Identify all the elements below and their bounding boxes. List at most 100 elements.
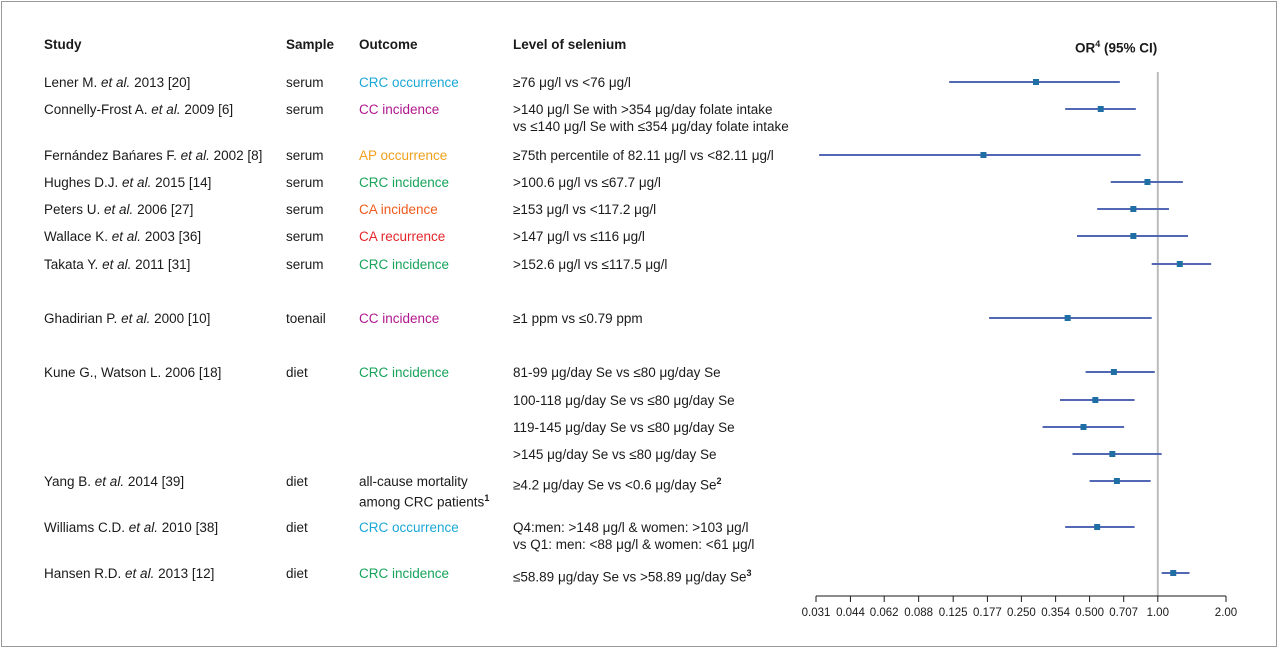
- study-etal: et al.: [104, 202, 134, 217]
- outcome: CRC incidence: [359, 364, 449, 381]
- sample-type: serum: [286, 102, 324, 117]
- study-etal: et al.: [111, 229, 142, 244]
- study-name: Ghadirian P. et al. 2000 [10]: [44, 310, 210, 327]
- level-text: >140 μg/l Se with >354 μg/day folate int…: [513, 102, 773, 117]
- odds-ratio-point: [1130, 233, 1137, 239]
- outcome-text: all-cause mortality: [359, 474, 468, 489]
- x-tick-label: 0.500: [1075, 607, 1104, 619]
- odds-ratio-point: [1130, 206, 1137, 212]
- or-superscript: 4: [1095, 39, 1101, 49]
- outcome: CA recurrence: [359, 228, 445, 245]
- x-tick-label: 0.031: [802, 607, 831, 619]
- sample-type: serum: [286, 202, 324, 217]
- level-text: >152.6 μg/l vs ≤117.5 μg/l: [513, 257, 668, 272]
- level-text: ≥4.2 μg/day Se vs <0.6 μg/day Se: [513, 477, 717, 493]
- outcome: CC incidence: [359, 101, 439, 118]
- study-name: Connelly-Frost A. et al. 2009 [6]: [44, 101, 233, 118]
- level-text: >147 μg/l vs ≤116 μg/l: [513, 229, 645, 244]
- study-name: Takata Y. et al. 2011 [31]: [44, 256, 190, 273]
- level-text: 100-118 μg/day Se vs ≤80 μg/day Se: [513, 393, 735, 408]
- x-tick-label: 1.00: [1147, 607, 1169, 619]
- level-text: >145 μg/day Se vs ≤80 μg/day Se: [513, 447, 717, 462]
- study-name: Hughes D.J. et al. 2015 [14]: [44, 174, 211, 191]
- study-year-ref: 2014 [39]: [124, 474, 185, 489]
- study-name: Hansen R.D. et al. 2013 [12]: [44, 565, 214, 582]
- outcome: CC incidence: [359, 310, 439, 327]
- sample-type: toenail: [286, 311, 326, 326]
- outcome-text: AP occurrence: [359, 148, 448, 163]
- odds-ratio-point: [1092, 397, 1099, 403]
- odds-ratio-point: [1032, 79, 1039, 85]
- selenium-level: ≤58.89 μg/day Se vs >58.89 μg/day Se3: [513, 565, 752, 586]
- study-etal: et al.: [122, 175, 152, 190]
- level-text: Q4:men: >148 μg/l & women: >103 μg/l: [513, 520, 749, 535]
- outcome-text: CC incidence: [359, 311, 440, 326]
- level-text: 119-145 μg/day Se vs ≤80 μg/day Se: [513, 420, 735, 435]
- selenium-level: ≥4.2 μg/day Se vs <0.6 μg/day Se2: [513, 473, 721, 494]
- level-text-line2: vs ≤140 μg/l Se with ≤354 μg/day folate …: [513, 119, 789, 134]
- outcome-text: CA recurrence: [359, 229, 446, 244]
- x-tick-label: 0.250: [1007, 607, 1036, 619]
- study-year-ref: 2000 [10]: [150, 311, 211, 326]
- study-authors: Ghadirian P.: [44, 311, 122, 326]
- study-name: Fernández Bańares F. et al. 2002 [8]: [44, 147, 262, 164]
- level-text: ≥153 μg/l vs <117.2 μg/l: [513, 202, 657, 217]
- study-etal: et al.: [121, 311, 151, 326]
- x-tick-label: 0.062: [870, 607, 899, 619]
- selenium-level: >140 μg/l Se with >354 μg/day folate int…: [513, 101, 789, 135]
- study-authors: Hughes D.J.: [44, 175, 123, 190]
- selenium-level: ≥1 ppm vs ≤0.79 ppm: [513, 310, 643, 327]
- study-authors: Peters U.: [44, 202, 105, 217]
- level-text-line2: vs Q1: men: <88 μg/l & women: <61 μg/l: [513, 537, 755, 552]
- study-etal: et al.: [128, 520, 159, 535]
- x-tick-label: 0.707: [1109, 607, 1138, 619]
- study-year-ref: 2003 [36]: [141, 229, 202, 244]
- outcome: CRC incidence: [359, 174, 449, 191]
- sample-type: serum: [286, 229, 324, 244]
- selenium-level: >152.6 μg/l vs ≤117.5 μg/l: [513, 256, 667, 273]
- study-year-ref: 2013 [12]: [154, 566, 215, 581]
- outcome-text: CRC incidence: [359, 566, 450, 581]
- study-year-ref: 2009 [6]: [180, 102, 234, 117]
- selenium-level: 119-145 μg/day Se vs ≤80 μg/day Se: [513, 419, 735, 436]
- study-authors: Yang B.: [44, 474, 95, 489]
- outcome: CRC occurrence: [359, 519, 459, 536]
- level-footnote: 3: [746, 568, 752, 578]
- outcome: CRC incidence: [359, 565, 449, 582]
- odds-ratio-point: [1110, 369, 1117, 375]
- selenium-level: ≥153 μg/l vs <117.2 μg/l: [513, 201, 656, 218]
- odds-ratio-point: [1080, 424, 1087, 430]
- study-etal: et al.: [180, 148, 210, 163]
- header-level: Level of selenium: [513, 37, 627, 52]
- study-authors: Hansen R.D.: [44, 566, 126, 581]
- selenium-level: Q4:men: >148 μg/l & women: >103 μg/l vs Q…: [513, 519, 754, 553]
- header-study: Study: [44, 37, 82, 52]
- outcome-text: CRC incidence: [359, 365, 450, 380]
- header-or: OR4 (95% CI): [1075, 36, 1157, 57]
- level-text: ≥1 ppm vs ≤0.79 ppm: [513, 311, 643, 326]
- study-authors: Wallace K.: [44, 229, 112, 244]
- sample-type: diet: [286, 365, 308, 380]
- or-ci-label: (95% CI): [1100, 40, 1158, 56]
- study-authors: Lener M.: [44, 75, 102, 90]
- header-outcome: Outcome: [359, 37, 418, 52]
- header-sample: Sample: [286, 37, 335, 52]
- sample-type: diet: [286, 474, 308, 489]
- outcome-text: CC incidence: [359, 102, 440, 117]
- level-text: 81-99 μg/day Se vs ≤80 μg/day Se: [513, 365, 721, 380]
- study-authors: Connelly-Frost A.: [44, 102, 152, 117]
- odds-ratio-point: [1170, 570, 1177, 576]
- selenium-level: >100.6 μg/l vs ≤67.7 μg/l: [513, 174, 661, 191]
- level-text: ≥76 μg/l vs <76 μg/l: [513, 75, 631, 90]
- selenium-level: >145 μg/day Se vs ≤80 μg/day Se: [513, 446, 716, 463]
- study-authors: Fernández Bańares F.: [44, 148, 181, 163]
- sample-type: serum: [286, 148, 324, 163]
- selenium-level: 100-118 μg/day Se vs ≤80 μg/day Se: [513, 392, 735, 409]
- outcome: CRC incidence: [359, 256, 449, 273]
- level-text: >100.6 μg/l vs ≤67.7 μg/l: [513, 175, 661, 190]
- odds-ratio-point: [1176, 261, 1183, 267]
- sample-type: diet: [286, 566, 308, 581]
